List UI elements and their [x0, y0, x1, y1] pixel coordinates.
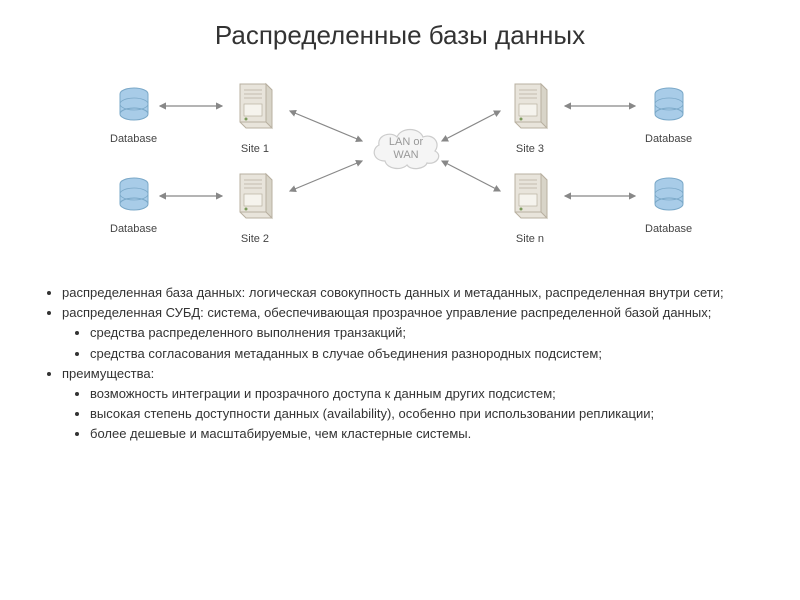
bullet-sub-item: более дешевые и масштабируемые, чем клас… [90, 425, 760, 443]
server-icon: Site 2 [230, 166, 280, 245]
database-icon: Database [645, 86, 692, 145]
cloud-node: LAN or WAN [365, 121, 445, 176]
network-diagram: LAN or WAN Database Site 1 Database Site 2 S… [90, 66, 710, 266]
db-label: Database [110, 133, 157, 145]
server-icon: Site 1 [230, 76, 280, 155]
db-label: Database [645, 223, 692, 235]
database-icon: Database [645, 176, 692, 235]
diagram-edge [442, 111, 500, 141]
server-label: Site 1 [230, 143, 280, 155]
db-label: Database [645, 133, 692, 145]
bullet-sub-item: высокая степень доступности данных (avai… [90, 405, 760, 423]
server-label: Site n [505, 233, 555, 245]
bullet-item: преимущества: возможность интеграции и п… [62, 365, 760, 444]
bullet-sub-item: средства распределенного выполнения тран… [90, 324, 760, 342]
diagram-edge [290, 161, 362, 191]
server-icon: Site 3 [505, 76, 555, 155]
cloud-label: LAN or WAN [383, 136, 429, 162]
server-label: Site 3 [505, 143, 555, 155]
page-title: Распределенные базы данных [40, 20, 760, 51]
diagram-edge [290, 111, 362, 141]
bullet-item: распределенная база данных: логическая с… [62, 284, 760, 302]
database-icon: Database [110, 176, 157, 235]
bullet-sub-item: средства согласования метаданных в случа… [90, 345, 760, 363]
server-label: Site 2 [230, 233, 280, 245]
server-icon: Site n [505, 166, 555, 245]
bullet-item: распределенная СУБД: система, обеспечива… [62, 304, 760, 363]
db-label: Database [110, 223, 157, 235]
database-icon: Database [110, 86, 157, 145]
diagram-edge [442, 161, 500, 191]
bullet-sub-item: возможность интеграции и прозрачного дос… [90, 385, 760, 403]
content-text: распределенная база данных: логическая с… [40, 284, 760, 444]
